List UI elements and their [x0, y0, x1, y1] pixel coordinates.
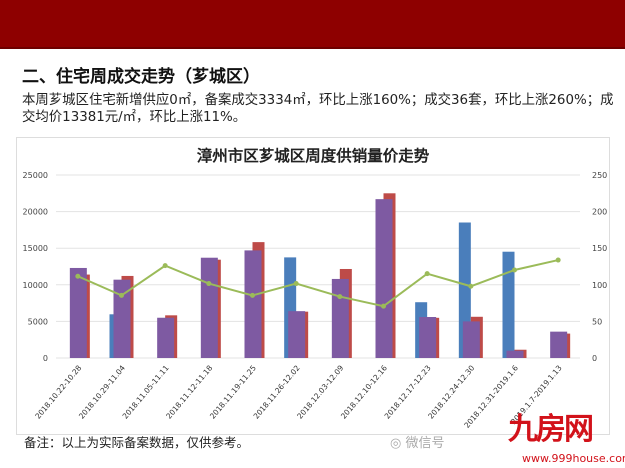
- bar-units: [419, 317, 437, 358]
- site-url: www.999house.com: [522, 452, 625, 465]
- price-point: [250, 292, 255, 298]
- x-tick-label: 2018.10.22-10.28: [33, 363, 83, 420]
- bar-units: [157, 317, 175, 358]
- bar-units: [375, 199, 393, 358]
- wechat-watermark: ◎ 微信号: [390, 436, 445, 451]
- wechat-icon: ◎: [390, 436, 402, 451]
- bar-units: [244, 250, 262, 358]
- bar-supply: [502, 251, 515, 358]
- y-left-tick-label: 10000: [23, 281, 48, 290]
- bar-units: [113, 279, 131, 358]
- y-left-tick-label: 5000: [28, 317, 48, 326]
- x-tick-label: 2018.12.03-12.09: [295, 363, 345, 420]
- price-point: [468, 283, 474, 289]
- x-tick-label: 2018.10.29-11.04: [77, 363, 127, 420]
- bar-units: [288, 311, 306, 358]
- chart-title: 漳州市区芗城区周度供销量价走势: [196, 147, 430, 165]
- x-tick-label: 2018.11.12-11.18: [164, 363, 214, 420]
- price-point: [424, 271, 430, 277]
- bar-units: [506, 350, 524, 358]
- price-line: [77, 259, 559, 308]
- bar-units: [200, 257, 218, 358]
- x-tick-label: 2018.11.26-12.02: [252, 363, 302, 420]
- y-right-tick-label: 100: [592, 281, 607, 290]
- summary-paragraph: 本周芗城区住宅新增供应0㎡，备案成交3334㎡，环比上涨160%；成交36套，环…: [22, 93, 614, 125]
- price-point: [75, 273, 81, 279]
- y-right-tick-label: 150: [592, 244, 607, 253]
- x-tick-label: 2018.12.17-12.23: [383, 363, 433, 420]
- price-point: [337, 294, 343, 300]
- price-point: [381, 303, 386, 309]
- price-point: [119, 292, 124, 298]
- price-point: [206, 281, 212, 287]
- price-point: [293, 281, 299, 287]
- footnote: 备注：以上为实际备案数据，仅供参考。: [24, 435, 250, 450]
- y-left-tick-label: 25000: [23, 171, 48, 180]
- price-point: [512, 267, 517, 273]
- header-band: [0, 0, 625, 49]
- wechat-text: 微信号: [405, 436, 445, 451]
- x-tick-label: 2018.12.10-12.16: [339, 363, 389, 420]
- y-right-tick-label: 200: [592, 208, 607, 217]
- section-heading: 二、住宅周成交走势（芗城区）: [22, 67, 260, 87]
- chart-svg: 0 0 5000 50 10000 100 15000 150 20000 200 25000 250…: [23, 171, 608, 430]
- y-right-tick-label: 0: [592, 354, 597, 363]
- bar-units: [331, 278, 349, 358]
- bar-units: [69, 267, 87, 358]
- y-left-tick-label: 20000: [23, 208, 48, 217]
- y-right-tick-label: 50: [592, 317, 602, 326]
- bar-units: [550, 331, 568, 358]
- chart-container: 0 0 5000 50 10000 100 15000 150 20000 200 25000 250…: [16, 137, 610, 435]
- x-tick-label: 2018.11.05-11.11: [121, 363, 171, 420]
- y-left-tick-label: 0: [43, 354, 48, 363]
- price-point: [555, 257, 561, 263]
- price-point: [162, 263, 168, 269]
- y-left-tick-label: 15000: [23, 244, 48, 253]
- y-right-tick-label: 250: [592, 171, 607, 180]
- x-tick-label: 2018.11.19-11.25: [208, 363, 258, 420]
- bar-units: [462, 321, 480, 358]
- logo: 九房网: [508, 412, 594, 447]
- x-tick-label: 2018.12.24-12.30: [426, 363, 476, 420]
